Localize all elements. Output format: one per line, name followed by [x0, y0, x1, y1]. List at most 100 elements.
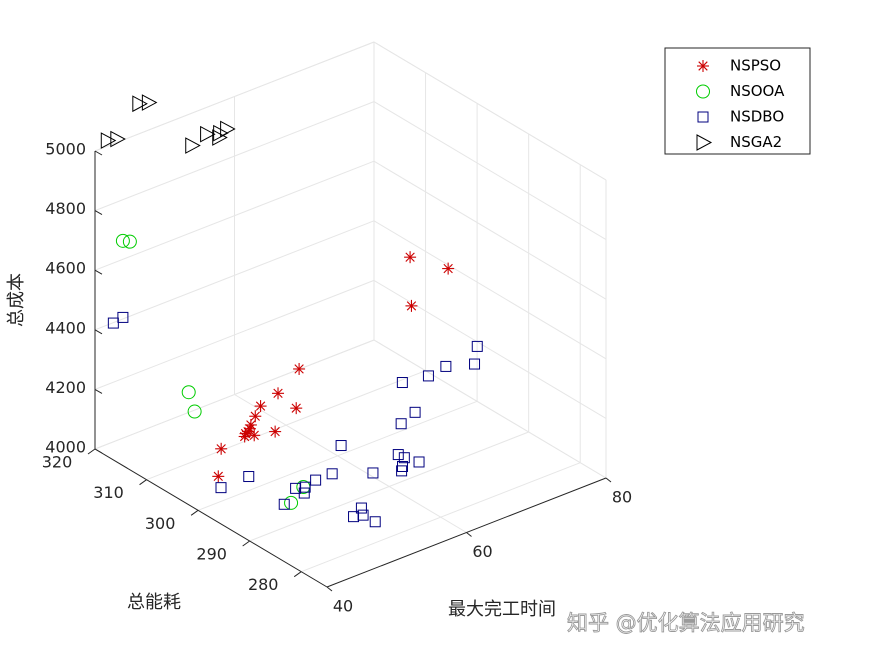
grid-line [94, 339, 375, 450]
x-tick-mark [326, 586, 333, 592]
grid-line [373, 339, 607, 479]
data-point [290, 402, 303, 415]
z-tick-mark [94, 269, 103, 275]
data-point [215, 482, 227, 494]
star-stroke [291, 403, 301, 413]
data-point [244, 418, 257, 431]
circle-mark [122, 234, 137, 249]
series-nspso [212, 251, 455, 483]
data-point [326, 468, 338, 480]
data-point [471, 340, 483, 352]
data-point [395, 418, 407, 430]
star-stroke [250, 411, 260, 421]
star-stroke [406, 301, 417, 311]
series-nsga2 [100, 94, 236, 154]
triangle-mark [220, 120, 236, 138]
y-tick-mark [293, 571, 302, 578]
data-point [212, 470, 225, 483]
grid-line [94, 41, 375, 152]
data-point [278, 498, 290, 510]
star-stroke [255, 401, 266, 411]
legend-label: NSPSO [730, 57, 781, 75]
square-mark [355, 502, 367, 514]
y-tick-label: 280 [248, 575, 279, 594]
z-tick-label: 5000 [45, 140, 86, 159]
data-point [185, 137, 201, 154]
star-stroke [405, 252, 415, 262]
data-point [284, 495, 299, 510]
data-point [117, 311, 129, 323]
series-nsooa [115, 233, 311, 510]
square-mark [243, 471, 255, 483]
square-mark [471, 340, 483, 352]
square-mark [697, 111, 709, 123]
square-mark [298, 487, 310, 499]
x-axis-label: 最大完工时间 [448, 599, 556, 620]
data-point [272, 387, 285, 400]
grid-line [146, 370, 426, 481]
legend: NSPSO NSOOA NSDBO NSGA2 [664, 47, 811, 155]
star-stroke [270, 426, 280, 437]
y-tick-label: 320 [42, 453, 73, 472]
square-mark [392, 449, 404, 461]
star-stroke [246, 420, 256, 430]
grid-line [373, 220, 607, 360]
data-point [405, 299, 418, 312]
data-point [396, 465, 408, 477]
z-tick-mark [94, 329, 103, 335]
data-point [440, 360, 452, 372]
data-point [697, 111, 709, 123]
circle-mark [187, 404, 202, 419]
data-point [254, 400, 267, 413]
data-point [110, 130, 126, 148]
legend-label: NSOOA [730, 82, 785, 100]
star-stroke [294, 364, 304, 374]
circle-mark [115, 233, 130, 248]
z-tick-label: 4000 [45, 438, 86, 457]
grid-line [249, 431, 529, 542]
grid-line [373, 160, 607, 300]
data-point [248, 429, 261, 442]
legend-item-nspso: NSPSO [697, 57, 781, 75]
data-point [310, 474, 322, 486]
data-point [107, 317, 119, 329]
data-point [335, 440, 347, 452]
data-point [187, 404, 202, 419]
square-mark [357, 509, 369, 521]
square-mark [409, 406, 421, 418]
legend-item-nsooa: NSOOA [696, 82, 785, 100]
square-mark [310, 474, 322, 486]
data-point [212, 129, 228, 146]
star-stroke [443, 263, 453, 274]
y-tick-mark [139, 479, 147, 486]
square-mark [395, 418, 407, 430]
z-tick-mark [94, 388, 103, 394]
square-mark [367, 467, 379, 479]
data-point [355, 502, 367, 514]
legend-label: NSGA2 [730, 133, 782, 151]
star-stroke [213, 471, 223, 482]
data-point [357, 509, 369, 521]
square-mark [369, 516, 381, 528]
square-mark [396, 465, 408, 477]
triangle-mark [185, 137, 201, 154]
data-point [397, 460, 409, 472]
data-point [396, 377, 408, 389]
square-mark [299, 481, 311, 493]
z-tick-label: 4600 [45, 259, 86, 278]
data-point [269, 425, 282, 438]
z-tick-label: 4800 [45, 199, 86, 218]
x-tick-label: 40 [333, 597, 353, 616]
data-point [141, 94, 158, 111]
circle-mark [696, 84, 710, 99]
legend-item-nsga2: NSGA2 [696, 133, 782, 151]
data-point [442, 262, 455, 275]
square-mark [396, 377, 408, 389]
square-mark [469, 358, 481, 370]
y-tick-label: 290 [196, 545, 227, 564]
data-point [298, 487, 310, 499]
star-stroke [216, 444, 226, 454]
series-nsdbo [107, 311, 483, 528]
grid-line [234, 394, 467, 533]
data-point [220, 120, 236, 138]
